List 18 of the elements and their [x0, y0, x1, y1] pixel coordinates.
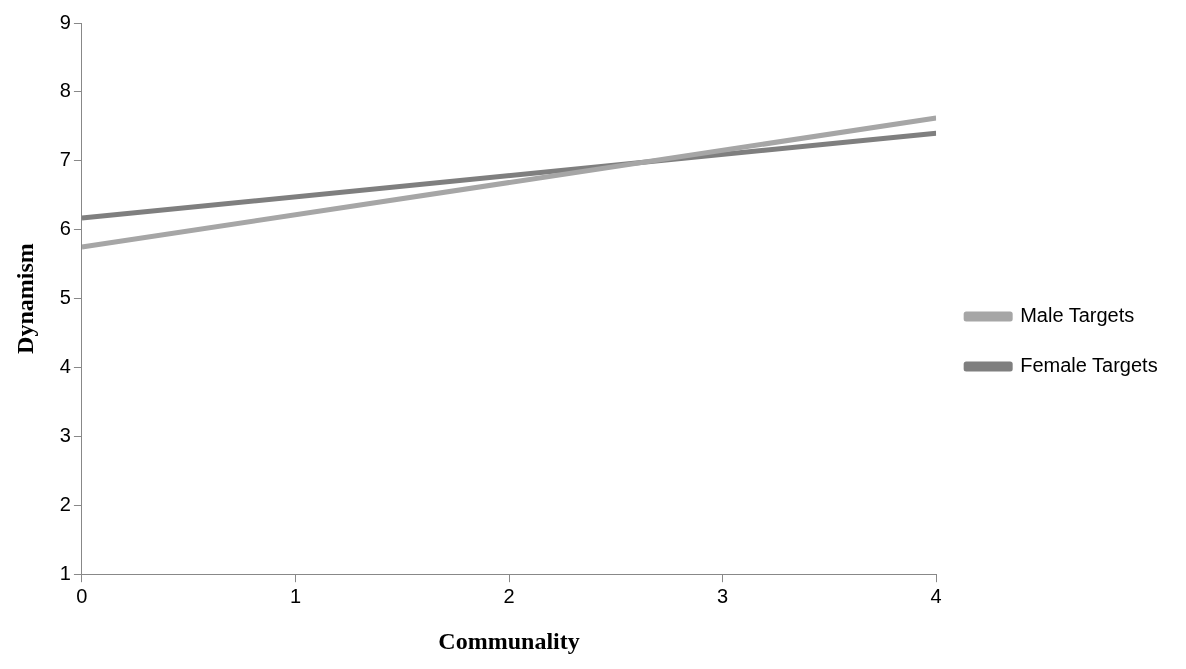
y-tick-label: 4	[59, 355, 71, 378]
legend-label: Female Targets	[1020, 354, 1158, 377]
y-tick-label: 1	[59, 561, 71, 584]
y-tick-label: 6	[59, 217, 71, 240]
y-tick-label: 3	[59, 423, 71, 446]
x-tick-label: 0	[76, 584, 88, 607]
x-tick-label: 4	[930, 584, 942, 607]
y-axis-title: Dynamism	[11, 243, 38, 354]
x-axis-title: Communality	[438, 627, 580, 654]
y-tick-label: 9	[59, 10, 71, 33]
x-tick-label: 3	[717, 584, 729, 607]
y-tick-label: 7	[59, 148, 71, 171]
legend-label: Male Targets	[1020, 304, 1135, 327]
y-tick-label: 2	[59, 492, 71, 515]
x-tick-label: 1	[289, 584, 302, 607]
y-tick-label: 8	[59, 79, 71, 102]
y-tick-label: 5	[59, 286, 71, 309]
x-tick-label: 2	[503, 584, 515, 607]
